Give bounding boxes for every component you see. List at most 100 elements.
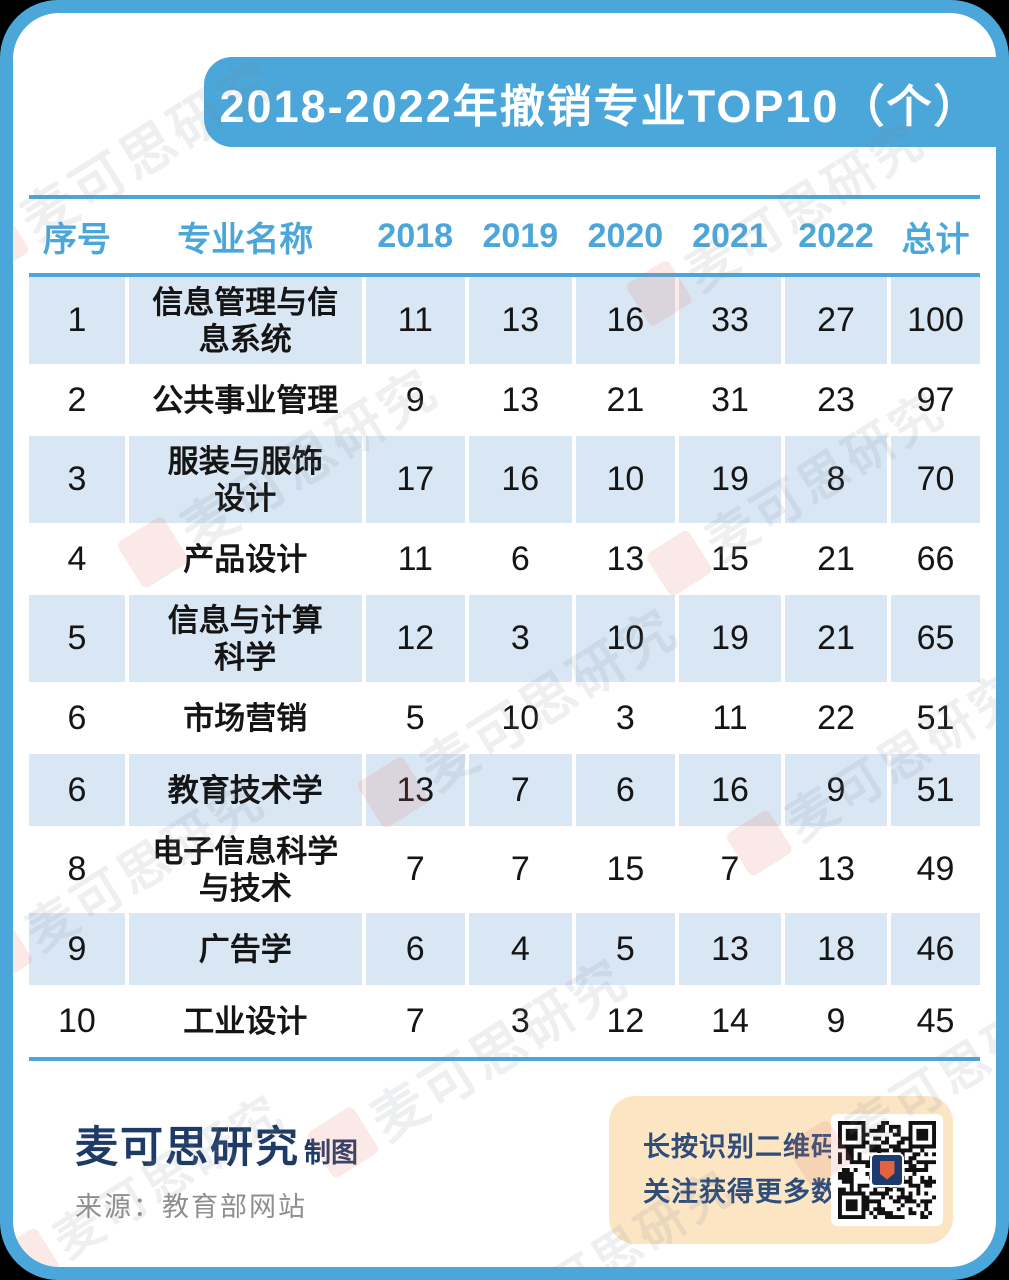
value-cell: 9 xyxy=(785,985,892,1057)
value-cell: 3 xyxy=(576,682,679,754)
value-cell: 65 xyxy=(891,595,980,682)
value-cell: 100 xyxy=(891,277,980,364)
value-cell: 13 xyxy=(576,523,679,595)
table-row: 6 市场营销 5 10 3 11 22 51 xyxy=(29,682,980,754)
value-cell: 12 xyxy=(576,985,679,1057)
value-cell: 10 xyxy=(575,595,679,682)
qr-center-logo-icon xyxy=(870,1153,904,1187)
table-header-row: 序号 专业名称 2018 2019 2020 2021 2022 总计 xyxy=(29,199,980,277)
value-cell: 46 xyxy=(891,913,980,985)
qr-code-image xyxy=(838,1121,936,1219)
value-cell: 11 xyxy=(365,277,469,364)
value-cell: 22 xyxy=(785,682,892,754)
value-cell: 11 xyxy=(679,682,785,754)
column-header: 2019 xyxy=(469,199,576,273)
table-row: 3 服装与服饰 设计 17 16 10 19 8 70 xyxy=(29,436,980,523)
value-cell: 21 xyxy=(785,595,892,682)
value-cell: 7 xyxy=(679,826,785,913)
value-cell: 15 xyxy=(576,826,679,913)
qr-caption: 长按识别二维码 关注获得更多数据 xyxy=(643,1125,867,1215)
value-cell: 18 xyxy=(785,913,892,985)
value-cell: 16 xyxy=(575,277,679,364)
column-header: 2021 xyxy=(679,199,785,273)
major-name-cell: 信息与计算 科学 xyxy=(128,595,366,682)
major-name-cell: 电子信息科学 与技术 xyxy=(129,826,366,913)
table-body: 1 信息管理与信 息系统 11 13 16 33 27 100 2 公共事业管理 9 13 21 31 23… xyxy=(29,277,980,1057)
table-row: 5 信息与计算 科学 12 3 10 19 21 65 xyxy=(29,595,980,682)
title-banner: 2018-2022年撤销专业TOP10（个） xyxy=(204,57,996,147)
rank-cell: 3 xyxy=(29,436,129,523)
value-cell: 8 xyxy=(785,436,892,523)
value-cell: 7 xyxy=(366,826,469,913)
ranking-table: 序号 专业名称 2018 2019 2020 2021 2022 总计 1 信息管理与信 息系统… xyxy=(29,195,980,1061)
data-source: 来源：教育部网站 xyxy=(75,1192,307,1222)
watermark-logo-icon xyxy=(13,204,30,280)
value-cell: 13 xyxy=(469,364,576,436)
value-cell: 3 xyxy=(469,985,576,1057)
value-cell: 13 xyxy=(678,913,785,985)
value-cell: 7 xyxy=(468,754,576,826)
content-card: 麦可思研究 麦可思研究 麦可思研究 麦可思研究 麦可思研究 麦可思研究 麦可思研… xyxy=(13,13,996,1267)
value-cell: 7 xyxy=(366,985,469,1057)
value-cell: 66 xyxy=(916,539,955,578)
qr-panel: 长按识别二维码 关注获得更多数据 xyxy=(609,1096,953,1244)
column-header: 专业名称 xyxy=(129,199,366,273)
rank-cell: 1 xyxy=(29,277,129,364)
value-cell: 33 xyxy=(678,277,785,364)
table-row: 4 产品设计 11 6 13 15 21 66 xyxy=(29,523,980,595)
major-name-cell: 教育技术学 xyxy=(128,754,366,826)
qr-caption-line1: 长按识别二维码 xyxy=(643,1132,839,1162)
value-cell: 27 xyxy=(785,277,892,364)
value-cell: 4 xyxy=(468,913,576,985)
value-cell: 21 xyxy=(785,523,892,595)
shield-icon xyxy=(879,1160,895,1180)
column-header: 2020 xyxy=(576,199,679,273)
value-cell: 97 xyxy=(916,380,955,419)
qr-code[interactable] xyxy=(831,1114,943,1226)
value-cell: 6 xyxy=(575,754,679,826)
value-cell: 3 xyxy=(468,595,576,682)
value-cell: 51 xyxy=(891,754,980,826)
major-name-cell: 产品设计 xyxy=(129,523,366,595)
rank-cell: 8 xyxy=(29,826,129,913)
qr-caption-line2: 关注获得更多数据 xyxy=(643,1177,867,1207)
value-cell: 13 xyxy=(785,826,892,913)
rank-cell: 5 xyxy=(29,595,129,682)
major-name-cell: 工业设计 xyxy=(129,985,366,1057)
value-cell: 19 xyxy=(678,436,785,523)
rank-cell: 6 xyxy=(29,682,129,754)
table-row: 2 公共事业管理 9 13 21 31 23 97 xyxy=(29,364,980,436)
value-cell: 7 xyxy=(469,826,576,913)
major-name-cell: 服装与服饰 设计 xyxy=(128,436,366,523)
value-cell: 14 xyxy=(679,985,785,1057)
value-cell: 10 xyxy=(469,682,576,754)
value-cell: 11 xyxy=(366,523,469,595)
value-cell: 13 xyxy=(365,754,469,826)
value-cell: 49 xyxy=(916,850,955,888)
rank-cell: 4 xyxy=(29,523,129,595)
column-header: 序号 xyxy=(29,199,129,273)
value-cell: 15 xyxy=(679,523,785,595)
value-cell: 45 xyxy=(916,1001,955,1040)
table-row: 6 教育技术学 13 7 6 16 9 51 xyxy=(29,754,980,826)
value-cell: 51 xyxy=(916,698,955,737)
brand-name: 麦可思研究 xyxy=(75,1124,300,1172)
value-cell: 23 xyxy=(785,364,892,436)
value-cell: 12 xyxy=(365,595,469,682)
rank-cell: 6 xyxy=(29,754,129,826)
rank-cell: 2 xyxy=(29,364,129,436)
watermark-logo-icon xyxy=(13,1226,61,1267)
brand-suffix: 制图 xyxy=(304,1138,358,1168)
major-name-cell: 公共事业管理 xyxy=(129,364,366,436)
value-cell: 19 xyxy=(678,595,785,682)
table-row: 1 信息管理与信 息系统 11 13 16 33 27 100 xyxy=(29,277,980,364)
value-cell: 9 xyxy=(366,364,469,436)
value-cell: 17 xyxy=(365,436,469,523)
rank-cell: 10 xyxy=(29,985,129,1057)
major-name-cell: 广告学 xyxy=(128,913,366,985)
table-row: 9 广告学 6 4 5 13 18 46 xyxy=(29,913,980,985)
value-cell: 6 xyxy=(469,523,576,595)
table-row: 10 工业设计 7 3 12 14 9 45 xyxy=(29,985,980,1057)
brand-row: 麦可思研究 制图 xyxy=(75,1113,358,1175)
